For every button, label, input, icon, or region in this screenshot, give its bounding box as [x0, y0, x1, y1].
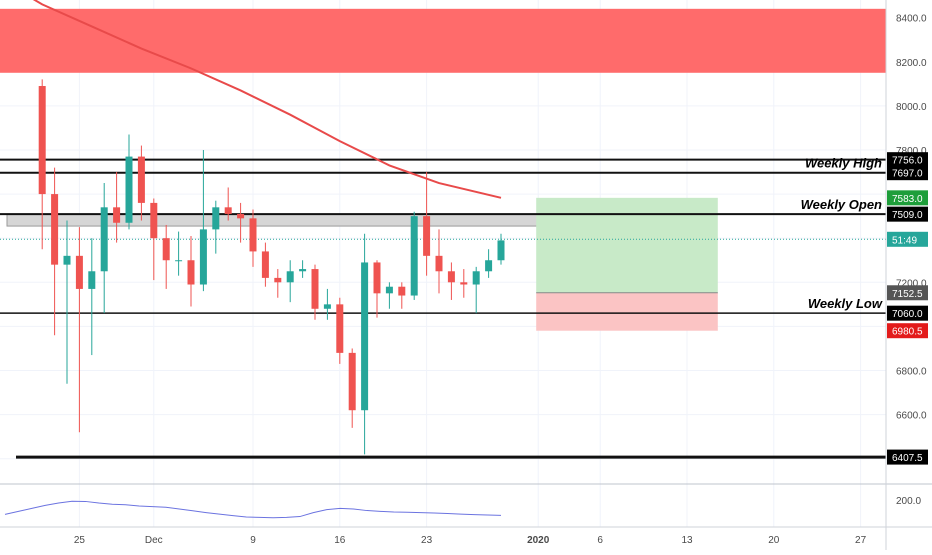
zones-layer	[0, 8, 886, 331]
moving-average-line	[32, 0, 502, 199]
stop-price-tag-background	[887, 323, 928, 339]
level-price-tag-background	[887, 449, 928, 465]
candle-body	[175, 260, 183, 262]
candle-body	[75, 255, 83, 289]
stop-price-tag: 6980.5	[892, 327, 923, 338]
price-tick-label: 6800.0	[896, 367, 927, 378]
level-caption: Weekly Open	[801, 197, 882, 212]
time-tick-label: 13	[681, 535, 693, 546]
candle-body	[485, 260, 493, 272]
time-tick-label: 16	[334, 535, 346, 546]
candle-body	[63, 255, 71, 265]
candle-body	[212, 207, 220, 230]
candle-body	[323, 304, 331, 309]
target-price-tag: 7583.0	[892, 194, 923, 205]
time-tick-label: 2020	[527, 535, 550, 546]
level-price-tag: 7509.0	[892, 210, 923, 221]
candle-body	[435, 255, 443, 272]
candle-body	[410, 216, 418, 296]
current-price-tag-background	[887, 231, 928, 247]
entry-price-tag-background	[887, 285, 928, 301]
candle-body	[336, 304, 344, 353]
candle-body	[447, 271, 455, 283]
time-tick-label: Dec	[145, 535, 163, 546]
candle-body	[113, 207, 121, 223]
profit-target-zone	[536, 197, 718, 293]
candle-body	[88, 271, 96, 289]
oscillator-line	[4, 500, 502, 519]
level-price-tag: 7756.0	[892, 156, 923, 167]
candle-body	[237, 213, 245, 219]
candle-body	[100, 207, 108, 272]
candle-body	[311, 269, 319, 309]
oscillator-layer	[0, 483, 932, 519]
time-tick-label: 20	[768, 535, 780, 546]
candle-body	[460, 282, 468, 285]
level-price-tag: 7060.0	[892, 309, 923, 320]
level-price-tag-background	[887, 206, 928, 222]
time-tick-label: 9	[250, 535, 256, 546]
stop-loss-zone	[536, 292, 718, 331]
candle-body	[187, 260, 195, 285]
levels-layer	[0, 158, 886, 459]
price-tick-label: 7800.0	[896, 146, 927, 157]
level-price-tag-background	[887, 152, 928, 168]
time-tick-label: 23	[421, 535, 433, 546]
price-tick-label: 8400.0	[896, 14, 927, 25]
resistance-zone	[0, 8, 886, 73]
candle-body	[125, 156, 133, 223]
time-tick-label: 25	[74, 535, 86, 546]
candle-body	[348, 352, 356, 411]
candle-body	[249, 218, 257, 252]
oscillator-tick-label: 200.0	[896, 496, 921, 507]
candle-body	[261, 251, 269, 278]
level-caption: Weekly Low	[808, 296, 883, 311]
price-tick-label: 7200.0	[896, 278, 927, 289]
level-price-tag-background	[887, 305, 928, 321]
price-tags-layer: 7756.0 7697.0 7509.0 7060.0 6407.5 7583.0 7152…	[887, 152, 928, 465]
level-price-tag: 7697.0	[892, 169, 923, 180]
candle-body	[150, 202, 158, 239]
candle-body	[137, 156, 145, 203]
price-tick-label: 6600.0	[896, 411, 927, 422]
moving-average-layer	[32, 0, 502, 199]
candle-body	[286, 271, 294, 283]
candle-body	[51, 194, 59, 265]
level-price-tag: 6407.5	[892, 453, 923, 464]
level-caption: Weekly High	[805, 156, 882, 171]
time-tick-label: 27	[855, 535, 867, 546]
captions-layer: Weekly High Weekly Open Weekly Low	[801, 156, 883, 311]
candle-body	[398, 286, 406, 296]
candle-body	[38, 86, 46, 195]
candle-body	[274, 277, 282, 283]
candle-body	[423, 216, 431, 256]
candle-body	[162, 238, 170, 261]
candles-layer	[38, 79, 505, 455]
candle-body	[361, 262, 369, 411]
price-tick-label: 8200.0	[896, 58, 927, 69]
candle-body	[299, 269, 307, 272]
candle-body	[497, 240, 505, 261]
candle-body	[224, 207, 232, 214]
time-tick-label: 6	[597, 535, 603, 546]
price-tick-label: 8000.0	[896, 102, 927, 113]
level-price-tag-background	[887, 165, 928, 181]
candle-body	[385, 286, 393, 294]
current-price-tag: 51:49	[892, 235, 917, 246]
entry-price-tag: 7152.5	[892, 289, 923, 300]
candle-body	[199, 229, 207, 285]
candle-body	[472, 271, 480, 285]
target-price-tag-background	[887, 190, 928, 206]
candle-body	[373, 262, 381, 294]
